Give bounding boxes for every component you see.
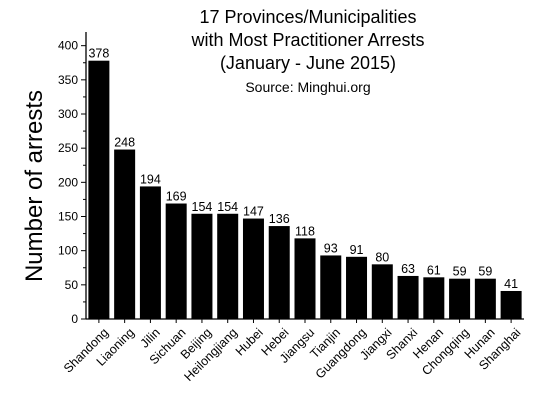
bar-hunan	[474, 278, 496, 319]
y-tick-label: 350	[58, 73, 78, 87]
title-line-1: 17 Provinces/Municipalities	[199, 7, 416, 27]
bar-guangdong	[346, 256, 368, 319]
title-line-2: with Most Practitioner Arrests	[190, 30, 424, 50]
data-label-jiangxi: 80	[375, 250, 389, 264]
data-label-sichuan: 169	[166, 190, 187, 204]
chart-title: 17 Provinces/Municipalities with Most Pr…	[190, 7, 424, 73]
bar-henan	[423, 277, 445, 319]
title-line-3: (January - June 2015)	[220, 53, 396, 73]
bar-hebei	[268, 226, 290, 319]
y-axis-label: Number of arrests	[21, 90, 48, 282]
bar-liaoning	[114, 149, 136, 319]
data-label-chongqing: 59	[453, 265, 467, 279]
bar-beijing	[191, 213, 213, 319]
data-label-jilin: 194	[140, 172, 161, 186]
data-label-guangdong: 91	[350, 243, 364, 257]
bar-jiangxi	[371, 264, 393, 319]
bar-sichuan	[165, 203, 187, 319]
data-label-beijing: 154	[192, 200, 213, 214]
data-label-heilongjiang: 154	[217, 200, 238, 214]
chart-subtitle: Source: Minghui.org	[245, 79, 370, 95]
bar-jilin	[139, 186, 161, 319]
data-label-shandong: 378	[88, 47, 109, 61]
x-tick-label-hubei: Hubei	[233, 325, 266, 358]
data-label-hebei: 136	[269, 212, 290, 226]
data-label-shanghai: 41	[504, 277, 518, 291]
bar-heilongjiang	[217, 213, 239, 319]
y-tick-label: 100	[58, 244, 78, 258]
bar-jiangsu	[294, 238, 316, 319]
data-label-jiangsu: 118	[295, 224, 315, 238]
y-tick-label: 0	[71, 312, 78, 326]
y-tick-label: 50	[65, 278, 79, 292]
y-tick-label: 400	[58, 39, 78, 53]
data-label-tianjin: 93	[324, 241, 338, 255]
y-tick-label: 150	[58, 210, 78, 224]
bar-tianjin	[320, 255, 342, 319]
bar-shanxi	[397, 275, 419, 319]
data-label-liaoning: 248	[114, 136, 135, 150]
y-tick-label: 300	[58, 107, 78, 121]
bar-shandong	[88, 60, 110, 319]
data-label-hunan: 59	[478, 265, 492, 279]
data-label-henan: 61	[427, 263, 441, 277]
bar-hubei	[242, 218, 264, 319]
y-tick-label: 200	[58, 175, 78, 189]
data-label-shanxi: 63	[401, 262, 415, 276]
data-label-hubei: 147	[243, 205, 264, 219]
bar-chongqing	[449, 278, 471, 319]
y-tick-label: 250	[58, 141, 78, 155]
bar-shanghai	[500, 290, 522, 319]
